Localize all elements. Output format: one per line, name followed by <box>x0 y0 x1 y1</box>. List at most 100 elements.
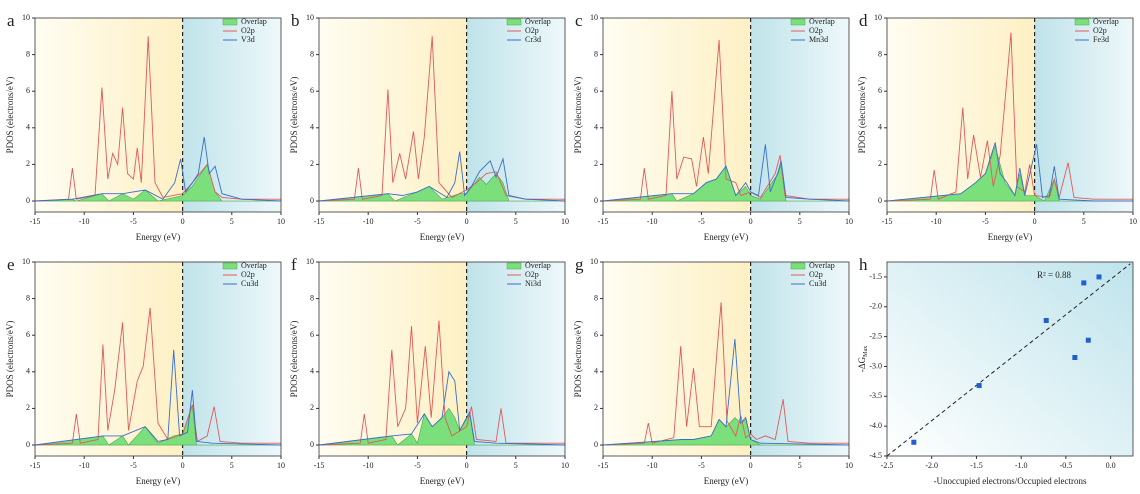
legend-label: O2p <box>809 270 823 279</box>
x-axis-label: Energy (eV) <box>136 476 181 486</box>
x-tick-label: 10 <box>845 217 853 226</box>
legend-label: Mn3d <box>809 35 828 44</box>
x-tick-label: 10 <box>277 217 285 226</box>
panel-letter: f <box>291 255 297 274</box>
legend-swatch <box>790 262 806 270</box>
legend-swatch <box>506 262 522 270</box>
y-tick-label: 2 <box>878 159 882 168</box>
pdos-line <box>34 307 281 446</box>
y-tick-label: -1.5 <box>869 272 882 281</box>
x-tick-label: 5 <box>514 217 518 226</box>
y-axis-label: -ΔGMax <box>857 346 869 372</box>
x-tick-label: 0 <box>1033 217 1037 226</box>
y-tick-label: 10 <box>306 13 314 22</box>
x-tick-label: 10 <box>277 461 285 470</box>
scatter-point <box>1085 337 1091 343</box>
y-axis-label-main: PDOS (electrons/eV) <box>289 321 299 398</box>
pdos-line <box>318 36 565 202</box>
x-axis-label: -Unoccupied electrons/Occupied electrons <box>934 476 1087 486</box>
y-tick-label: -4.5 <box>869 451 882 460</box>
y-tick-label: 10 <box>22 257 30 266</box>
y-tick-label: 4 <box>310 367 314 376</box>
fit-line <box>886 263 1131 457</box>
y-axis-label-main: PDOS (electrons/eV) <box>289 77 299 154</box>
panel: -15 -10 -5 0 5 10 0 2 4 6 8 10 Energy (eV) PDOS (elec… <box>5 11 285 242</box>
x-tick-label: -15 <box>882 217 893 226</box>
y-tick-label: 6 <box>878 86 882 95</box>
legend-label: O2p <box>241 26 255 35</box>
x-tick-label: 5 <box>798 461 802 470</box>
x-tick-label: -1.5 <box>970 461 983 470</box>
x-tick-label: -5 <box>698 217 705 226</box>
y-tick-label: 8 <box>594 293 598 302</box>
panel-letter: b <box>291 11 300 30</box>
y-axis-label: PDOS (electrons/eV) <box>5 321 15 398</box>
panel-letter: a <box>7 11 15 30</box>
y-axis-label-main: PDOS (electrons/eV) <box>5 321 15 398</box>
legend-swatch <box>506 18 522 26</box>
x-tick-label: -5 <box>414 461 421 470</box>
y-tick-label: 10 <box>874 13 882 22</box>
panel: -15 -10 -5 0 5 10 0 2 4 6 8 10 Energy (eV) PDOS (elec… <box>573 255 853 486</box>
x-tick-label: -5 <box>414 217 421 226</box>
plot-frame <box>602 261 850 457</box>
x-tick-label: 0 <box>181 217 185 226</box>
occupied-region <box>319 18 467 212</box>
x-axis-label: Energy (eV) <box>420 232 465 242</box>
pdos-line <box>602 338 850 446</box>
y-axis-label-sub: Max <box>863 346 869 357</box>
legend-label: O2p <box>525 26 539 35</box>
legend-label: Cr3d <box>525 35 541 44</box>
y-tick-label: 6 <box>594 330 598 339</box>
y-axis-label: PDOS (electrons/eV) <box>857 77 867 154</box>
y-tick-label: -4.0 <box>869 421 882 430</box>
y-tick-label: 2 <box>594 159 598 168</box>
pdos-line <box>886 32 1133 202</box>
scatter-point <box>911 439 917 445</box>
y-tick-label: -3.5 <box>869 391 882 400</box>
legend-label: Fe3d <box>1093 35 1109 44</box>
legend-label: O2p <box>1093 26 1107 35</box>
x-tick-label: 0 <box>749 461 753 470</box>
scatter-point <box>1096 274 1102 280</box>
plot-frame <box>34 261 282 457</box>
scatter-point <box>976 383 982 389</box>
x-tick-label: -15 <box>314 461 325 470</box>
occupied-region <box>35 18 183 212</box>
x-tick-label: 0.0 <box>1106 461 1116 470</box>
x-tick-label: 5 <box>514 461 518 470</box>
y-tick-label: 2 <box>26 159 30 168</box>
y-tick-label: 6 <box>310 86 314 95</box>
x-axis-label: Energy (eV) <box>136 232 181 242</box>
annotation: R² = 0.88 <box>1037 270 1072 280</box>
y-axis-label: PDOS (electrons/eV) <box>289 321 299 398</box>
x-tick-label: -10 <box>931 217 942 226</box>
y-tick-label: 2 <box>310 159 314 168</box>
panel: -2.5 -2.0 -1.5 -1.0 -0.5 0.0-1.5-2.0-2.5-3.0-… <box>857 255 1134 486</box>
x-tick-label: 10 <box>561 461 569 470</box>
panel-letter: g <box>575 255 584 274</box>
x-tick-label: 5 <box>1082 217 1086 226</box>
x-tick-label: 5 <box>798 217 802 226</box>
unoccupied-region <box>1034 18 1133 212</box>
panel: -15 -10 -5 0 5 10 0 2 4 6 8 10 Energy (eV) PDOS (elec… <box>289 255 569 486</box>
y-tick-label: 2 <box>26 403 30 412</box>
y-axis-label-main: PDOS (electrons/eV) <box>5 77 15 154</box>
scatter-point <box>1043 317 1049 323</box>
x-tick-label: -1.0 <box>1015 461 1028 470</box>
x-tick-label: -15 <box>598 217 609 226</box>
y-tick-label: 0 <box>594 196 598 205</box>
panel-letter: h <box>859 255 868 274</box>
y-tick-label: 0 <box>26 440 30 449</box>
x-tick-label: -15 <box>30 461 41 470</box>
legend-label: Ni3d <box>525 279 541 288</box>
x-tick-label: -10 <box>363 217 374 226</box>
pdos-line <box>318 370 566 446</box>
panel: -15 -10 -5 0 5 10 0 2 4 6 8 10 Energy (eV) PDOS (elec… <box>5 255 285 486</box>
y-tick-label: 10 <box>22 13 30 22</box>
x-tick-label: -0.5 <box>1060 461 1073 470</box>
y-tick-label: 10 <box>590 13 598 22</box>
x-tick-label: -5 <box>698 461 705 470</box>
y-tick-label: 8 <box>310 49 314 58</box>
legend-label: O2p <box>241 270 255 279</box>
